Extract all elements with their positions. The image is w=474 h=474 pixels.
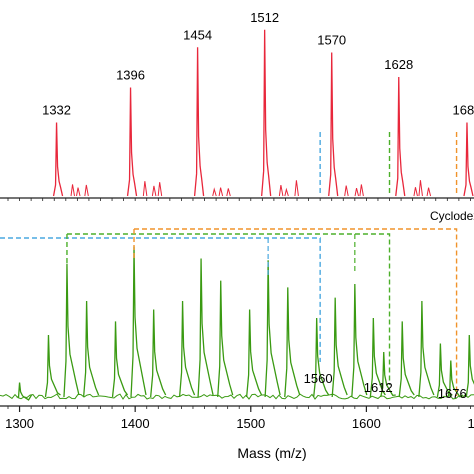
- bottom-peak: [418, 300, 435, 398]
- top-minor-peak: [151, 185, 157, 197]
- top-panel: 1332 1396 1454 1512 1570 1628 1687: [42, 10, 474, 197]
- bottom-peak: [284, 287, 301, 398]
- bottom-bracket: [134, 228, 458, 396]
- bottom-peak: [331, 297, 348, 398]
- top-minor-peak: [344, 185, 349, 197]
- top-minor-peak: [426, 187, 432, 197]
- top-peak: [126, 87, 138, 197]
- top-minor-peak: [226, 188, 231, 197]
- bottom-peak-annotation: 1560: [304, 371, 333, 386]
- top-peak-label: 1512: [250, 10, 279, 25]
- bottom-peak: [313, 317, 330, 398]
- top-minor-peak: [278, 185, 284, 197]
- top-minor-peak: [157, 182, 163, 197]
- bottom-baseline-noise: [0, 393, 474, 400]
- top-minor-peak: [84, 184, 89, 197]
- top-peak: [328, 52, 339, 197]
- bottom-peak: [44, 334, 61, 398]
- top-peak: [395, 76, 406, 197]
- x-tick-label: 1700: [468, 416, 474, 431]
- x-axis-ticks: 1300 1400 1500 1600 1700: [5, 198, 474, 431]
- bottom-peak: [82, 300, 100, 398]
- bottom-peak: [351, 283, 368, 398]
- top-minor-peak: [418, 180, 423, 197]
- bottom-peak-annotation: 1676: [438, 386, 467, 401]
- top-minor-peak: [413, 187, 418, 197]
- top-peak-label: 1570: [317, 33, 346, 48]
- bottom-peak: [398, 321, 415, 398]
- top-peak-label: 1396: [116, 68, 145, 83]
- bottom-peak: [217, 280, 234, 398]
- bottom-peak: [16, 382, 33, 401]
- top-peak-label: 1332: [42, 103, 71, 118]
- top-minor-peak: [142, 181, 148, 197]
- bottom-peak: [150, 309, 167, 398]
- top-minor-peak: [294, 180, 299, 197]
- top-minor-peak: [359, 184, 364, 197]
- bottom-peak: [197, 258, 214, 398]
- bottom-bracket: [0, 237, 321, 362]
- top-minor-peak: [76, 187, 81, 197]
- top-minor-peak: [354, 187, 360, 197]
- bottom-panel: 1560 1612 1676: [0, 228, 474, 401]
- bottom-bracket: [66, 233, 391, 385]
- top-minor-peak: [284, 187, 289, 197]
- top-peak-label: 1628: [384, 57, 413, 72]
- top-minor-peak: [212, 187, 217, 197]
- bottom-peak: [63, 263, 80, 398]
- bottom-panel-label: Cyclodex: [430, 209, 474, 223]
- top-peak: [193, 47, 205, 197]
- bottom-peak: [380, 351, 396, 398]
- top-peak-label: 1454: [183, 27, 212, 42]
- bottom-peak: [130, 246, 147, 398]
- x-axis-title: Mass (m/z): [237, 445, 306, 461]
- x-tick-label: 1600: [352, 416, 381, 431]
- bottom-peak-annotation: 1612: [364, 380, 393, 395]
- top-peak-label: 1687: [453, 103, 474, 118]
- top-peak: [463, 122, 474, 197]
- bottom-peak: [447, 360, 464, 398]
- bottom-peak: [465, 334, 474, 398]
- bottom-peak: [245, 309, 263, 398]
- x-tick-label: 1300: [5, 416, 34, 431]
- x-tick-label: 1400: [121, 416, 150, 431]
- top-peak: [52, 122, 64, 197]
- top-minor-peak: [70, 184, 76, 197]
- top-minor-peak: [218, 187, 224, 197]
- bottom-peak: [264, 260, 281, 398]
- x-tick-label: 1500: [236, 416, 265, 431]
- bottom-peak: [111, 321, 129, 398]
- top-peak: [261, 29, 272, 197]
- bottom-peak: [178, 300, 196, 398]
